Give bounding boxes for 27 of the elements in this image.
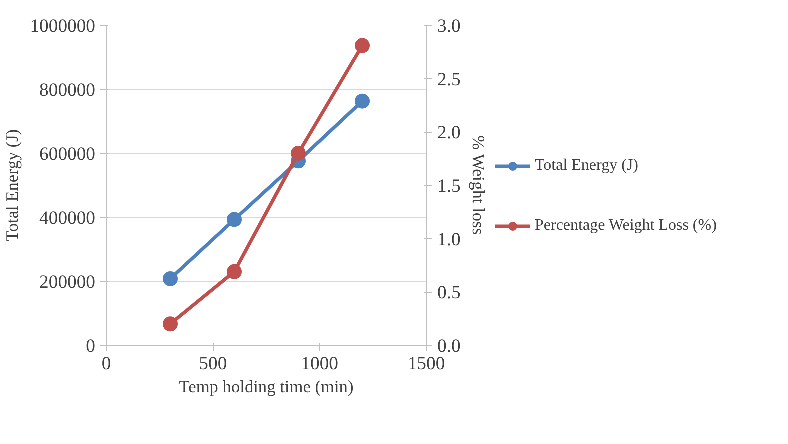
point xyxy=(163,316,178,332)
legend-label: Total Energy (J) xyxy=(535,156,638,174)
y-axis-title: Total Energy (J) xyxy=(3,129,22,242)
y-tick-label: 400000 xyxy=(40,208,96,229)
y2-axis-title: % Weight loss xyxy=(468,136,488,236)
point xyxy=(291,146,306,161)
y2-tick-label: 2.5 xyxy=(438,69,461,90)
point xyxy=(355,38,370,54)
point xyxy=(227,212,242,228)
legend-label: Percentage Weight Loss (%) xyxy=(535,216,717,234)
point xyxy=(355,94,370,109)
y2-tick-label: 0.5 xyxy=(438,282,461,304)
y-tick-label: 800000 xyxy=(40,80,96,101)
x-axis-title: Temp holding time (min) xyxy=(179,378,354,396)
y2-tick-label: 1.0 xyxy=(438,229,461,250)
y2-tick-label: 2.0 xyxy=(438,122,461,144)
y-tick-label: 200000 xyxy=(40,272,96,293)
y-tick-label: 600000 xyxy=(40,144,96,165)
y2-tick-label: 1.5 xyxy=(438,176,461,197)
point xyxy=(227,264,242,280)
y-tick-label: 1000000 xyxy=(30,16,96,37)
x-tick-label: 0 xyxy=(102,354,112,374)
x-tick-label: 500 xyxy=(199,354,228,374)
point xyxy=(163,271,178,286)
y-tick-label: 0 xyxy=(86,336,96,357)
y2-tick-label: 3.0 xyxy=(438,16,461,37)
x-tick-label: 1000 xyxy=(301,354,338,374)
